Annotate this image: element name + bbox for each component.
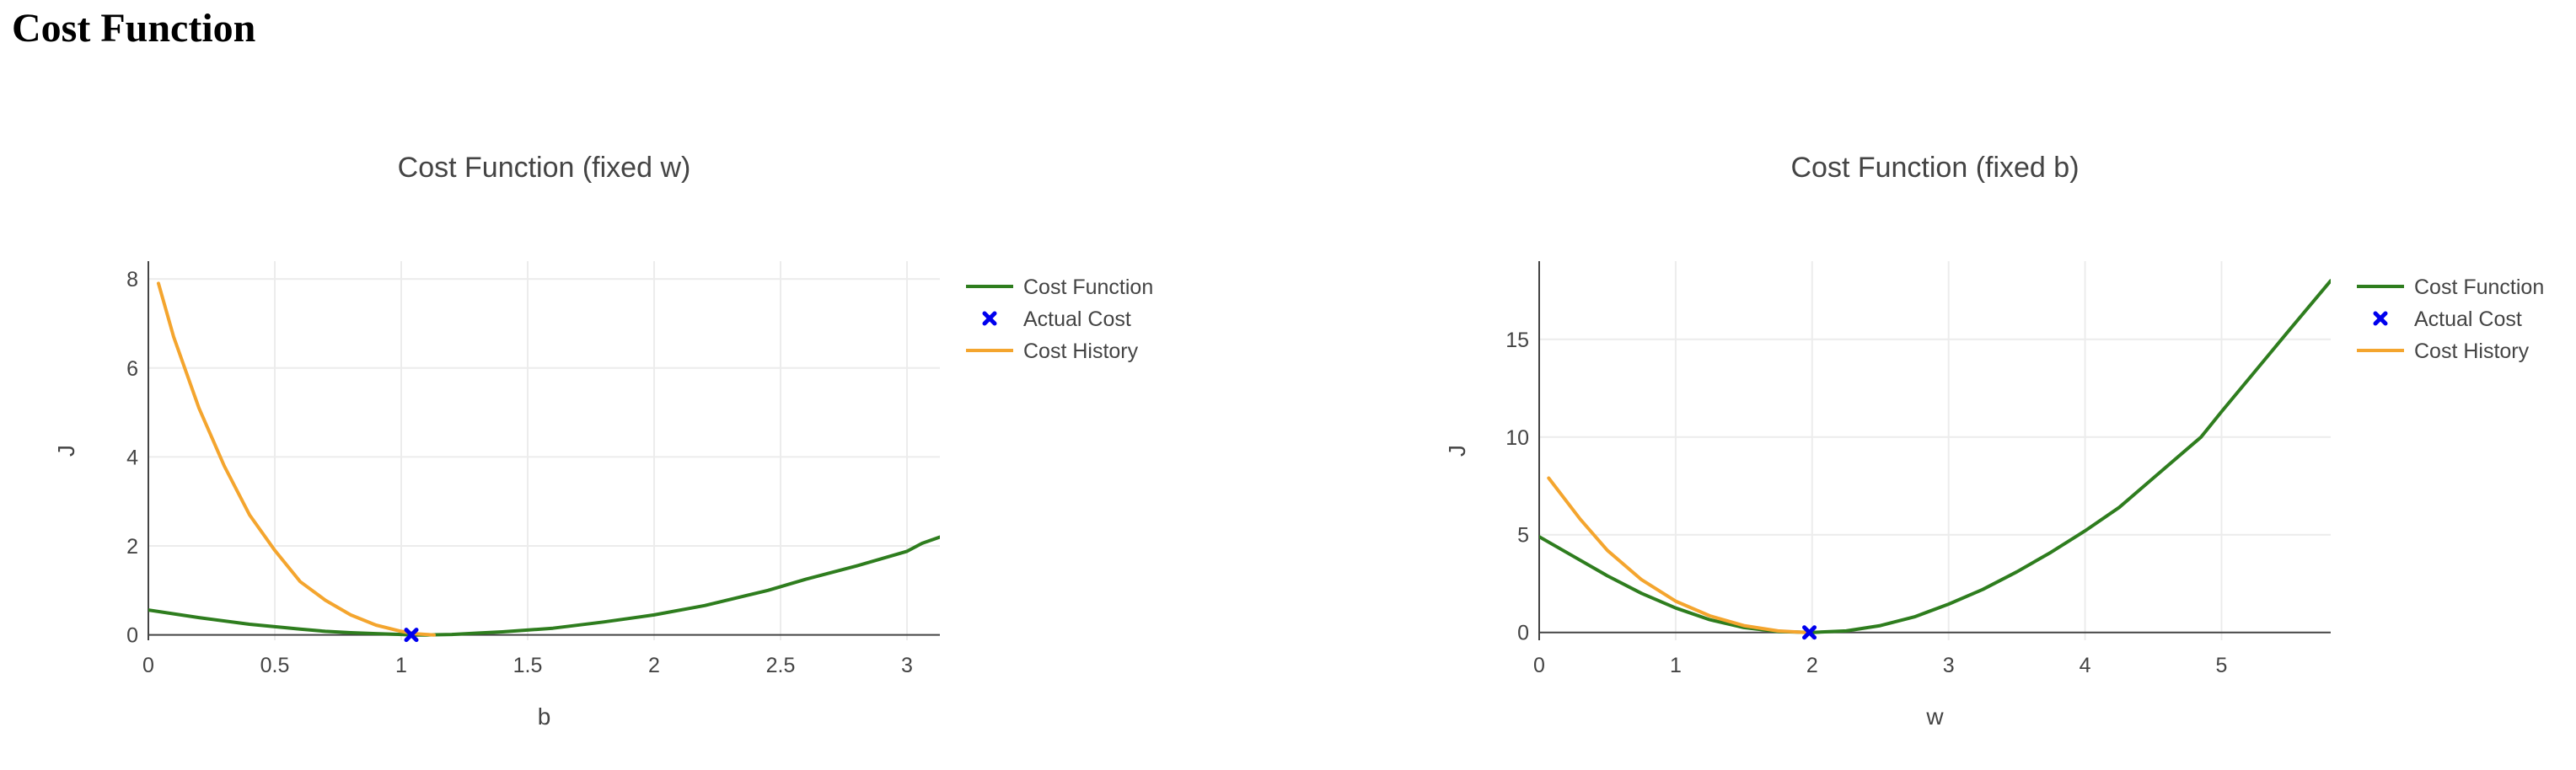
chart-1-y-tick-label-2: 10 bbox=[1505, 426, 1529, 450]
chart-1-x-tick-label-5: 5 bbox=[2216, 654, 2228, 677]
chart-0-series-2-line bbox=[157, 281, 436, 637]
chart-0-series-0-line bbox=[148, 535, 940, 637]
chart-1-x-axis-label: w bbox=[1925, 703, 1944, 730]
chart-0-y-tick-label-1: 2 bbox=[126, 535, 138, 559]
chart-0-x-axis-label: b bbox=[538, 703, 551, 730]
chart-1-x-tick-label-3: 3 bbox=[1943, 654, 1955, 677]
chart-1-series-1-marker-0 bbox=[1802, 625, 1817, 640]
chart-1-y-axis-label: J bbox=[1444, 445, 1470, 457]
chart-fixed-w: Cost Function (fixed w) 0 0.5 1 1.5 2 2.5 3 0 2 4 6… bbox=[53, 152, 1153, 730]
chart-1-grid bbox=[1539, 261, 2331, 640]
chart-0-legend-swatch-1 bbox=[982, 311, 997, 326]
chart-1-x-tick-label-4: 4 bbox=[2080, 654, 2091, 677]
chart-0-x-tick-label-3: 1.5 bbox=[513, 654, 543, 677]
chart-0-grid bbox=[148, 261, 940, 640]
chart-0-series-group bbox=[148, 281, 940, 637]
chart-1-y-tick-label-3: 15 bbox=[1505, 329, 1529, 352]
chart-1-legend-label-0: Cost Function bbox=[2414, 275, 2544, 299]
chart-0-legend-label-1: Actual Cost bbox=[1023, 307, 1131, 331]
chart-0-x-tick-label-6: 3 bbox=[901, 654, 913, 677]
chart-0-x-tick-label-2: 1 bbox=[395, 654, 407, 677]
chart-1-series-0-line bbox=[1539, 279, 2331, 634]
chart-1-x-tick-label-1: 1 bbox=[1670, 654, 1682, 677]
chart-fixed-b: Cost Function (fixed b) 0 1 2 3 4 5 0 5 10 15 w J Cos… bbox=[1444, 152, 2544, 730]
chart-0-y-tick-label-3: 6 bbox=[126, 357, 138, 381]
chart-1-legend-label-1: Actual Cost bbox=[2414, 307, 2522, 331]
chart-0-y-tick-label-0: 0 bbox=[126, 624, 138, 648]
chart-1-legend: Cost Function Actual Cost Cost History bbox=[2357, 275, 2544, 363]
chart-1-x-tick-label-0: 0 bbox=[1533, 654, 1545, 677]
chart-1-y-tick-label-1: 5 bbox=[1517, 524, 1529, 548]
chart-1-x-tick-label-2: 2 bbox=[1806, 654, 1818, 677]
chart-0-x-tick-label-0: 0 bbox=[142, 654, 154, 677]
chart-0-series-1-marker-0 bbox=[404, 628, 419, 643]
chart-0-legend: Cost Function Actual Cost Cost History bbox=[966, 275, 1153, 363]
page-title: Cost Function bbox=[12, 6, 256, 51]
chart-0-y-tick-label-4: 8 bbox=[126, 268, 138, 291]
chart-0-legend-label-2: Cost History bbox=[1023, 340, 1139, 363]
chart-1-series-2-line bbox=[1547, 476, 1807, 634]
chart-0-x-tick-label-4: 2 bbox=[648, 654, 660, 677]
chart-1-title: Cost Function (fixed b) bbox=[1790, 152, 2079, 184]
chart-0-y-tick-label-2: 4 bbox=[126, 446, 138, 469]
chart-1-legend-label-2: Cost History bbox=[2414, 340, 2530, 363]
chart-1-series-group bbox=[1539, 279, 2331, 634]
chart-0-x-tick-label-1: 0.5 bbox=[260, 654, 290, 677]
chart-0-title: Cost Function (fixed w) bbox=[398, 152, 691, 184]
chart-0-x-tick-label-5: 2.5 bbox=[766, 654, 796, 677]
chart-1-y-tick-label-0: 0 bbox=[1517, 622, 1529, 645]
chart-0-legend-label-0: Cost Function bbox=[1023, 275, 1153, 299]
chart-1-legend-swatch-1 bbox=[2373, 311, 2388, 326]
chart-0-y-axis-label: J bbox=[53, 445, 79, 457]
